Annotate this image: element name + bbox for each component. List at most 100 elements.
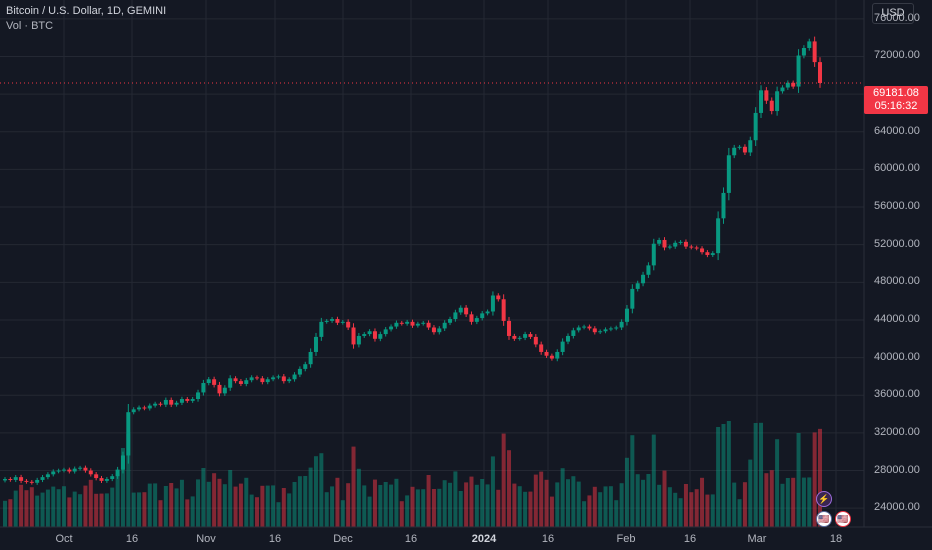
candle-body xyxy=(367,331,372,335)
price-tick-label: 52000.00 xyxy=(874,237,920,250)
volume-bar xyxy=(158,500,163,527)
volume-bar xyxy=(474,484,479,527)
volume-bar xyxy=(683,484,688,527)
price-tick-label: 44000.00 xyxy=(874,312,920,325)
volume-bar xyxy=(555,482,560,527)
volume-bar xyxy=(362,485,367,527)
candle-body xyxy=(56,470,61,472)
candle-body xyxy=(705,252,710,256)
volume-bar xyxy=(356,468,361,527)
volume-bar xyxy=(351,446,356,527)
volume-indicator-label[interactable]: Vol · BTC xyxy=(6,20,54,32)
volume-bar xyxy=(791,477,796,527)
candle-body xyxy=(807,41,812,48)
candle-body xyxy=(185,399,190,401)
volume-bar xyxy=(673,492,678,527)
candle-body xyxy=(415,323,420,326)
lightning-event-icon[interactable]: ⚡ xyxy=(816,491,832,507)
volume-bar xyxy=(721,424,726,527)
price-tick-label: 56000.00 xyxy=(874,200,920,213)
candle-body xyxy=(255,377,260,379)
volume-bar xyxy=(115,473,120,527)
volume-bar xyxy=(174,488,179,527)
volume-bar xyxy=(565,479,570,527)
volume-bar xyxy=(335,477,340,527)
candle-body xyxy=(603,329,608,332)
current-price-tag: 69181.08 05:16:32 xyxy=(864,86,928,114)
candle-body xyxy=(453,312,458,320)
volume-bar xyxy=(812,432,817,527)
volume-bar xyxy=(255,497,260,527)
candle-body xyxy=(378,334,383,339)
candle-body xyxy=(624,308,629,322)
volume-bar xyxy=(431,489,436,527)
candle-body xyxy=(555,351,560,359)
candle-body xyxy=(147,405,152,409)
volume-bar xyxy=(35,495,40,527)
candle-body xyxy=(394,322,399,327)
candle-body xyxy=(51,471,56,475)
volume-bar xyxy=(485,484,490,527)
volume-bar xyxy=(147,483,152,527)
candle-body xyxy=(40,477,45,480)
time-tick-label: 16 xyxy=(125,533,139,545)
candle-body xyxy=(780,87,785,92)
candle-body xyxy=(753,112,758,141)
candle-body xyxy=(791,82,796,87)
candle-body xyxy=(630,288,635,309)
volume-bar xyxy=(99,493,104,527)
candle-body xyxy=(437,328,442,333)
candle-body xyxy=(179,399,184,403)
volume-bar xyxy=(389,484,394,527)
volume-bar xyxy=(571,476,576,527)
candle-body xyxy=(480,313,485,319)
candle-body xyxy=(474,318,479,322)
time-tick-label: Oct xyxy=(55,533,73,545)
volume-bar xyxy=(372,479,377,527)
volume-bar xyxy=(72,491,77,527)
candle-body xyxy=(710,253,715,256)
candle-body xyxy=(228,378,233,388)
candle-body xyxy=(689,246,694,248)
candle-body xyxy=(641,274,646,284)
candle-body xyxy=(276,376,281,378)
candle-body xyxy=(421,322,426,324)
price-tick-label: 36000.00 xyxy=(874,388,920,401)
volume-bar xyxy=(142,492,147,527)
volume-bar xyxy=(592,486,597,527)
volume-bar xyxy=(608,486,613,527)
candle-body xyxy=(775,91,780,112)
us-flag-event-icon[interactable]: 🇺🇸 xyxy=(835,511,851,527)
currency-button[interactable]: USD xyxy=(872,3,914,24)
price-tick-label: 24000.00 xyxy=(874,501,920,514)
candle-body xyxy=(801,47,806,56)
volume-bar xyxy=(549,496,554,527)
candle-body xyxy=(764,90,769,101)
volume-bar xyxy=(533,474,538,527)
candle-body xyxy=(72,468,77,472)
volume-bar xyxy=(651,434,656,527)
symbol-title[interactable]: Bitcoin / U.S. Dollar, 1D, GEMINI xyxy=(6,5,167,17)
volume-bar xyxy=(667,487,672,527)
candle-body xyxy=(785,82,790,88)
candle-body xyxy=(163,399,168,405)
us-flag-event-icon[interactable]: 🇺🇸 xyxy=(816,511,832,527)
candle-body xyxy=(410,321,415,326)
candle-body xyxy=(330,319,335,321)
volume-bar xyxy=(378,485,383,527)
candle-body xyxy=(61,469,66,471)
candle-body xyxy=(426,322,431,328)
volume-bar xyxy=(206,481,211,527)
volume-bar xyxy=(759,422,764,527)
candle-body xyxy=(78,467,83,469)
volume-bar xyxy=(281,488,286,527)
volume-bar xyxy=(346,483,351,527)
candle-body xyxy=(576,327,581,331)
volume-bar xyxy=(222,484,227,527)
candles xyxy=(3,36,822,485)
volume-bar xyxy=(705,494,710,527)
candle-body xyxy=(115,469,120,477)
time-tick-label: Mar xyxy=(747,533,767,545)
volume-bar xyxy=(807,477,812,527)
